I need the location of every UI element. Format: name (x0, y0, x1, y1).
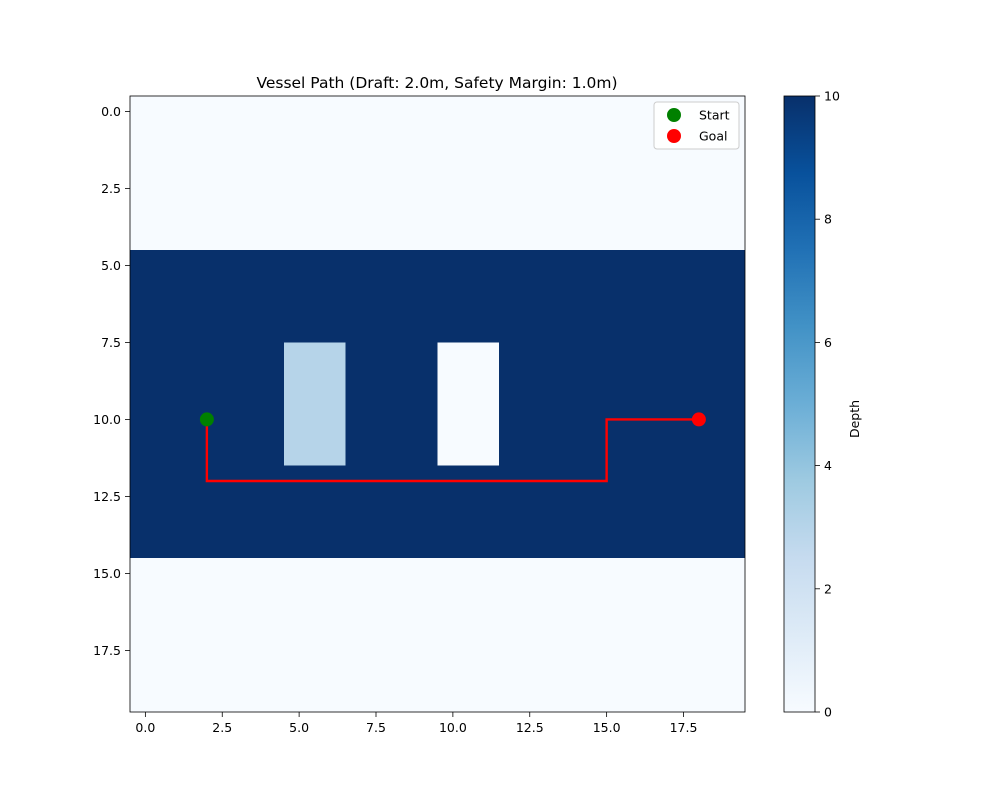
depth-region-3 (283, 342, 346, 466)
y-tick-label: 7.5 (101, 335, 121, 350)
y-tick-label: 0.0 (101, 104, 121, 119)
depth-region-2 (130, 558, 745, 712)
plot-frame (129, 95, 746, 713)
marker-layer (199, 412, 706, 427)
y-tick-label: 2.5 (101, 181, 121, 196)
colorbar-gradient (783, 95, 816, 713)
x-tick-label: 2.5 (212, 720, 232, 735)
y-tick-label: 17.5 (93, 643, 121, 658)
depth-region-0 (130, 96, 745, 250)
colorbar-tick-label: 6 (824, 335, 832, 350)
chart-title: Vessel Path (Draft: 2.0m, Safety Margin:… (256, 74, 617, 92)
y-axis: 0.0 2.5 5.0 7.5 10.0 12.5 15.0 17.5 (93, 104, 130, 658)
y-tick-label: 10.0 (93, 412, 121, 427)
start-marker (199, 412, 214, 427)
x-tick-label: 15.0 (593, 720, 621, 735)
colorbar-tick-label: 2 (824, 581, 832, 596)
depth-region-4 (437, 342, 499, 466)
legend-goal-label: Goal (699, 129, 727, 144)
colorbar-tick-label: 8 (824, 212, 832, 227)
colorbar-label: Depth (847, 400, 862, 438)
colorbar-tick-label: 10 (824, 89, 840, 104)
y-tick-label: 5.0 (101, 258, 121, 273)
x-axis: 0.0 2.5 5.0 7.5 10.0 12.5 15.0 17.5 (135, 712, 697, 735)
vessel-path-line (205, 418, 699, 483)
vessel-path-layer (205, 418, 699, 483)
legend: Start Goal (653, 101, 740, 150)
x-tick-label: 0.0 (135, 720, 155, 735)
heatmap (130, 96, 745, 712)
y-tick-label: 15.0 (93, 566, 121, 581)
legend-goal-swatch (667, 129, 681, 143)
x-tick-label: 17.5 (670, 720, 698, 735)
goal-marker (691, 412, 706, 427)
colorbar-tick-label: 0 (824, 705, 832, 720)
x-tick-label: 5.0 (289, 720, 309, 735)
legend-start-label: Start (699, 108, 730, 123)
x-tick-label: 7.5 (366, 720, 386, 735)
colorbar-tick-label: 4 (824, 458, 832, 473)
colorbar: Depth (783, 95, 862, 713)
x-tick-label: 10.0 (439, 720, 467, 735)
x-tick-label: 12.5 (516, 720, 544, 735)
y-tick-label: 12.5 (93, 489, 121, 504)
legend-start-swatch (667, 108, 681, 122)
colorbar-ticks: 0 2 4 6 8 10 (815, 89, 840, 720)
